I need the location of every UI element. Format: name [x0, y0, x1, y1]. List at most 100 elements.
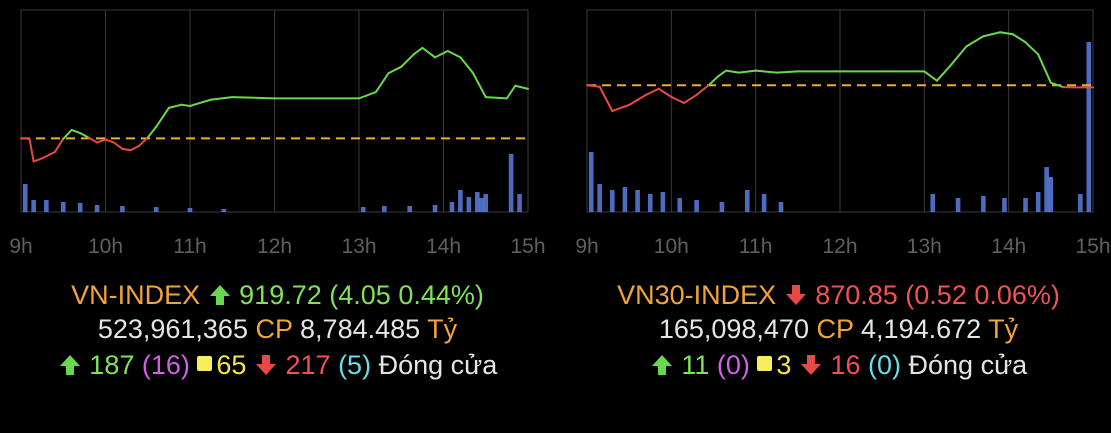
volume-unit: CP [816, 314, 854, 344]
volume-bar [1048, 177, 1054, 212]
volume-unit: CP [255, 314, 293, 344]
volume-bar [1002, 198, 1007, 212]
volume-bar [449, 202, 455, 212]
price-segment [446, 50, 462, 59]
x-tick-label: 12h [257, 235, 292, 258]
x-tick-label: 11h [173, 235, 206, 258]
price-segment [754, 69, 778, 74]
volume-bar [622, 187, 628, 212]
volume-bar [517, 194, 522, 212]
volume-bar [221, 209, 227, 212]
price-segment [146, 125, 158, 139]
vn-index-headline: VN-INDEX 919.72 (4.05 0.44%) [0, 280, 555, 314]
index-change: (4.05 0.44%) [329, 280, 484, 310]
price-segment [121, 147, 132, 152]
x-tick-label: 13h [341, 235, 376, 258]
volume-bar [1078, 194, 1083, 212]
price-segment [70, 128, 82, 135]
vn-index-volume-line: 523,961,365 CP 8,784.485 Tỷ [0, 314, 555, 345]
price-segment [104, 138, 115, 144]
arrow-up-icon [58, 353, 82, 384]
advances-count: 187 [89, 350, 135, 380]
unchanged-square-icon [757, 356, 773, 371]
volume-bar [778, 202, 784, 212]
price-segment [189, 98, 213, 107]
arrow-up-icon [208, 283, 232, 314]
price-segment [112, 141, 124, 150]
price-segment [514, 84, 529, 90]
volume-bar [635, 190, 640, 212]
volume-bar [955, 198, 961, 212]
unchanged-square-icon [197, 356, 213, 371]
x-tick-label: 9h [575, 235, 598, 258]
volume-bar [1044, 167, 1049, 212]
price-segment [1049, 81, 1065, 89]
price-segment [923, 70, 938, 82]
volume-bar [508, 154, 514, 212]
x-tick-label: 12h [822, 235, 857, 258]
vn-index-breadth-line: 187 (16) 65 217 (5) Đóng cửa [0, 350, 555, 384]
price-segment [138, 136, 149, 147]
floor-count: (0) [868, 350, 902, 380]
volume-bar [120, 206, 125, 212]
volume-bar [44, 200, 49, 212]
volume-bar [187, 208, 193, 212]
vn30-index-breadth-line: 11 (0) 3 16 (0) Đóng cửa [566, 350, 1111, 384]
price-segment [628, 93, 648, 106]
price-segment [412, 46, 424, 56]
volume-bar [22, 184, 28, 212]
price-segment [982, 31, 1002, 38]
price-segment [28, 137, 35, 163]
price-segment [484, 96, 508, 100]
price-segment [1024, 41, 1040, 56]
volume-bar [466, 197, 472, 212]
price-segment [53, 137, 65, 154]
volume-bar [479, 198, 484, 212]
volume-bar [981, 196, 986, 212]
price-segment [472, 72, 487, 99]
price-segment [645, 87, 660, 96]
price-segment [1037, 53, 1052, 84]
volume-bar [694, 200, 699, 212]
index-value: 919.72 [239, 280, 322, 310]
price-segment [41, 151, 56, 160]
volume-bar [677, 198, 683, 212]
volume-bar [744, 190, 750, 212]
market-status: Đóng cửa [908, 350, 1028, 380]
volume-bar [31, 200, 36, 212]
x-tick-label: 14h [991, 235, 1026, 258]
price-segment [387, 65, 403, 75]
x-tick-label: 14h [426, 235, 461, 258]
price-segment [87, 136, 99, 144]
turnover-unit: Tỷ [988, 314, 1019, 344]
volume-bar [647, 194, 653, 212]
vn30-index-chart: 9h 10h 11h 12h 13h 14h 15h [575, 9, 1111, 258]
x-tick-label: 15h [510, 235, 545, 258]
index-name: VN30-INDEX [617, 280, 777, 310]
price-segment [374, 72, 390, 94]
ceiling-count: (0) [716, 350, 750, 380]
price-segment [459, 56, 475, 75]
price-segment [586, 84, 601, 88]
turnover-value: 8,784.485 [300, 314, 421, 344]
declines-count: 16 [830, 350, 861, 380]
volume-bar [483, 194, 489, 212]
price-segment [716, 69, 728, 78]
price-segment [210, 96, 234, 101]
price-segment [180, 103, 191, 107]
volume-bar [1023, 198, 1028, 212]
price-segment [96, 138, 107, 144]
price-segment [62, 128, 73, 140]
price-segment [167, 103, 183, 109]
declines-count: 217 [285, 350, 331, 380]
price-segment [999, 31, 1014, 36]
volume-bar [719, 202, 725, 212]
volume-bar [761, 194, 767, 212]
volume-bar [153, 207, 159, 212]
volume-bar [597, 184, 602, 212]
price-segment [155, 106, 170, 128]
volume-bar [660, 192, 666, 212]
x-tick-label: 10h [654, 235, 689, 258]
volume-bar [930, 194, 936, 212]
x-tick-label: 15h [1075, 235, 1110, 258]
